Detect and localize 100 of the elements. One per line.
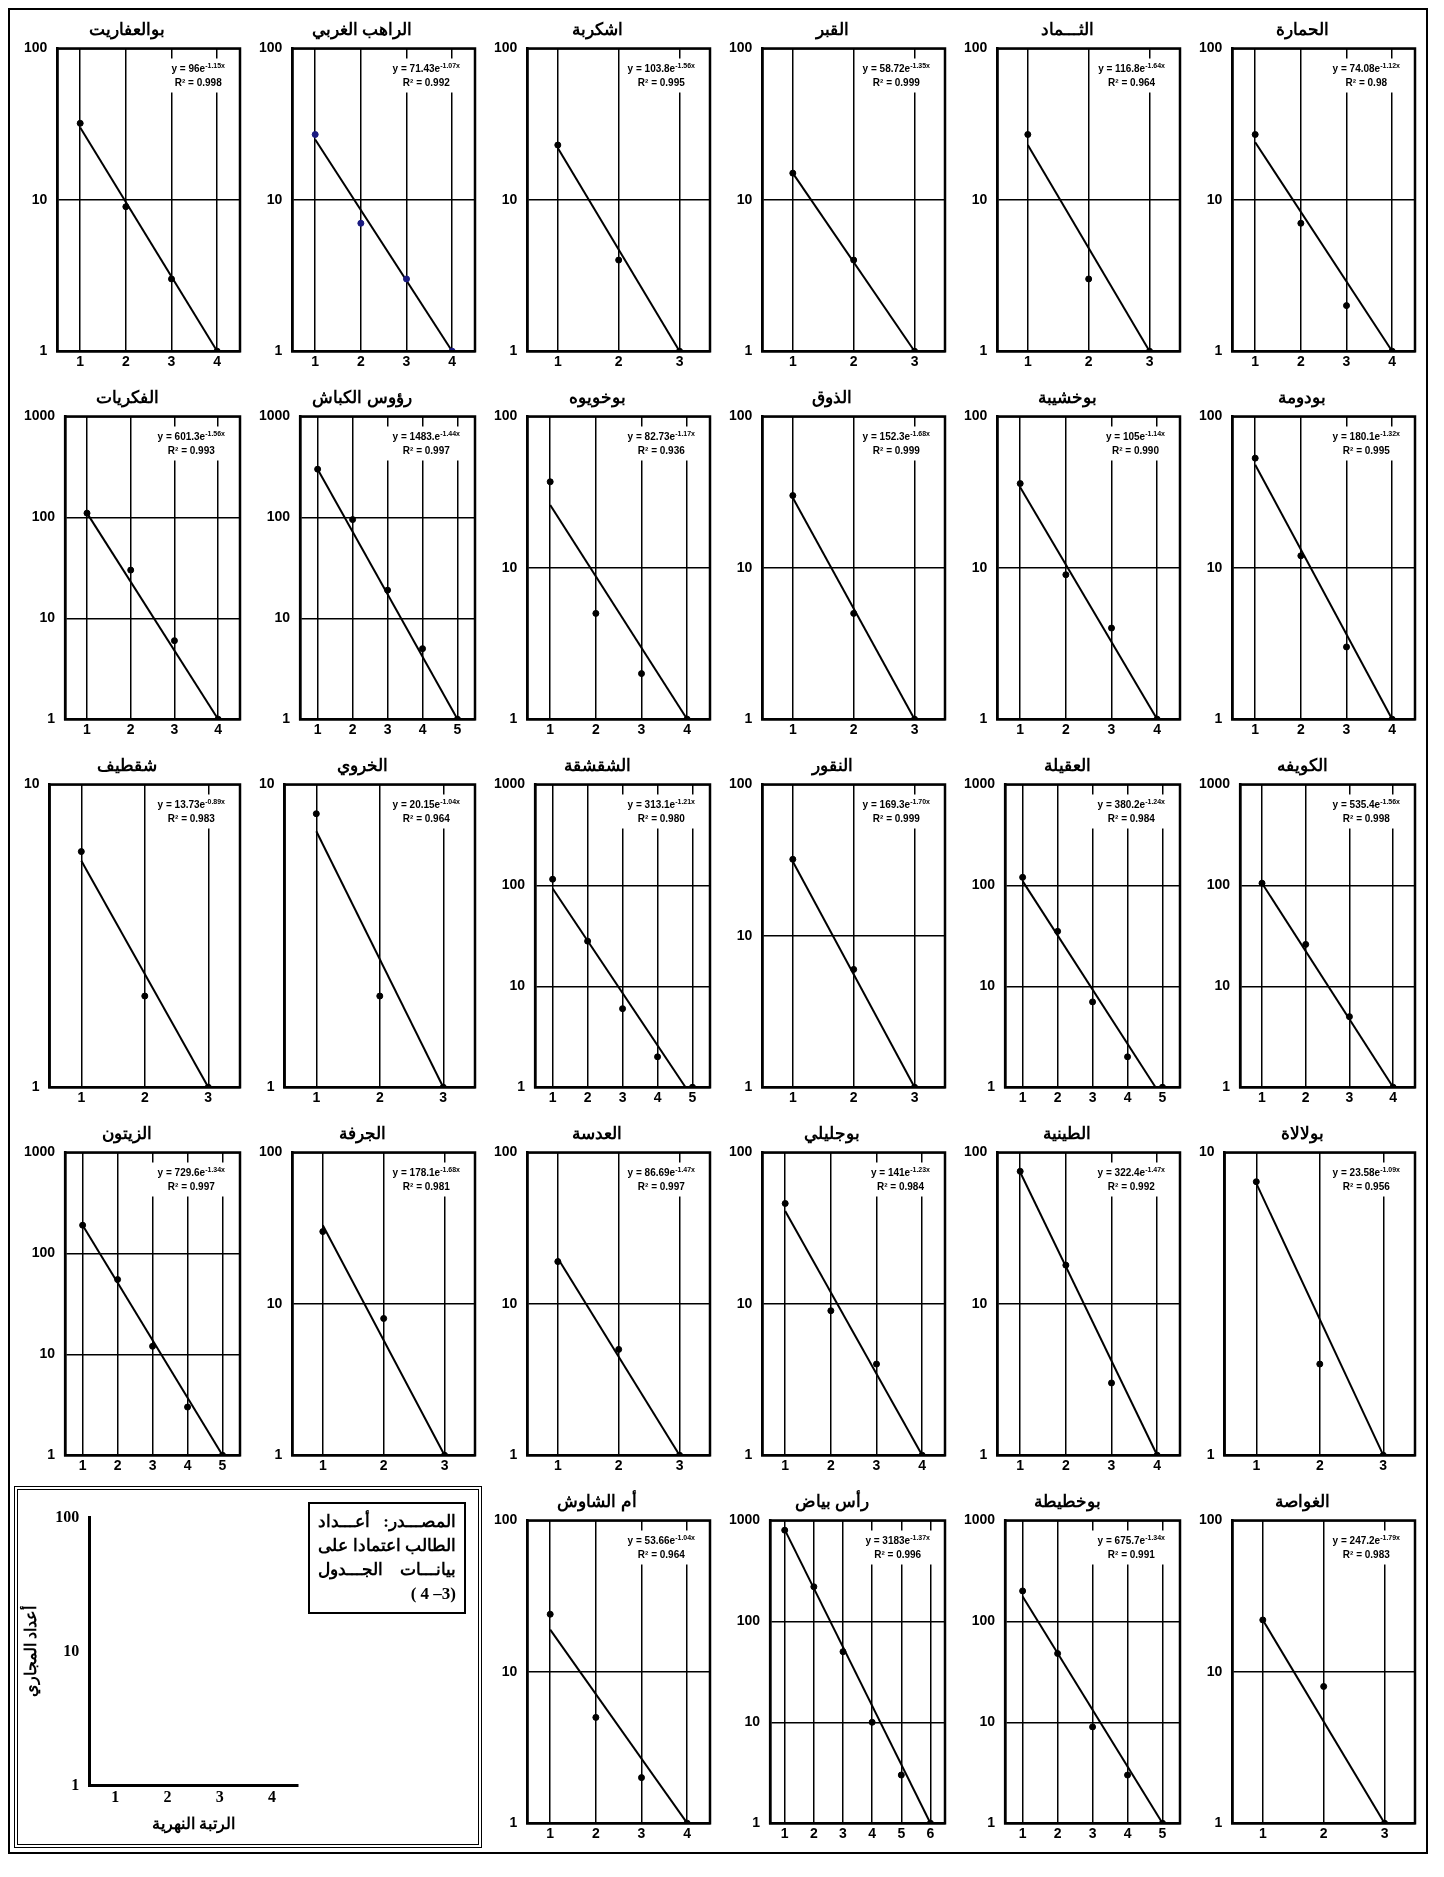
y-tick-label: 10	[979, 977, 996, 994]
y-tick-label: 100	[1206, 876, 1231, 893]
y-tick-label: 10	[736, 926, 753, 943]
chart-title: الذوق	[812, 387, 852, 408]
y-tick-label: 1	[1222, 1078, 1231, 1095]
y-tick-label: 100	[729, 39, 753, 56]
y-tick-label: 10	[274, 609, 291, 626]
annotation: R² = 0.983	[167, 813, 216, 825]
x-tick-label: 1	[548, 1089, 557, 1106]
x-tick-label: 3	[618, 1089, 627, 1106]
x-tick-label: 1	[780, 1825, 789, 1842]
y-tick-label: 10	[501, 190, 518, 207]
x-tick-label: 1	[1016, 721, 1025, 738]
y-tick-label: 10	[509, 977, 526, 994]
x-tick-label: 1	[788, 1089, 797, 1106]
x-tick-label: 1	[546, 1825, 555, 1842]
y-tick-label: 10	[1206, 1662, 1223, 1679]
x-tick-label: 3	[910, 353, 919, 370]
chart-title: أم الشاوش	[557, 1488, 637, 1512]
y-tick-label: 100	[55, 1507, 80, 1525]
x-tick-label: 3	[1379, 1457, 1388, 1474]
x-tick-label: 2	[1061, 1457, 1070, 1474]
x-tick-label: 4	[183, 1457, 192, 1474]
x-tick-label: 3	[1145, 353, 1154, 370]
x-tick-label: 4	[1388, 721, 1397, 738]
x-tick-label: 2	[614, 1457, 623, 1474]
y-tick-label: 1	[744, 342, 753, 359]
y-tick-label: 100	[31, 508, 56, 525]
x-tick-label: 3	[1380, 1825, 1389, 1842]
x-tick-label: 3	[1345, 1089, 1354, 1106]
x-tick-label: 3	[1342, 721, 1351, 738]
annotation: R² = 0.999	[872, 77, 921, 89]
x-tick-label: 2	[591, 721, 600, 738]
x-tick-label: 4	[267, 1788, 276, 1806]
x-tick-label: 3	[402, 353, 411, 370]
x-tick-label: 3	[1107, 721, 1116, 738]
y-tick-label: 10	[736, 190, 753, 207]
y-tick-label: 1	[509, 710, 518, 727]
x-tick-label: 5	[453, 721, 462, 738]
x-tick-label: 2	[1296, 353, 1305, 370]
x-tick-label: 1	[1258, 1825, 1267, 1842]
x-tick-label: 2	[849, 1089, 858, 1106]
y-tick-label: 1	[744, 1446, 753, 1463]
y-tick-label: 1	[71, 1775, 80, 1793]
annotation: R² = 0.998	[1342, 813, 1391, 825]
y-tick-label: 1	[979, 1446, 988, 1463]
y-tick-label: 10	[971, 190, 988, 207]
x-tick-label: 4	[1153, 721, 1162, 738]
x-tick-label: 1	[318, 1457, 327, 1474]
x-tick-label: 3	[839, 1825, 848, 1842]
annotation: R² = 0.984	[1107, 813, 1156, 825]
chart-title: شقطيف	[97, 755, 157, 775]
y-tick-label: 100	[729, 1143, 753, 1160]
chart-title: بوالعفاريت	[89, 19, 165, 40]
x-tick-label: 2	[1319, 1825, 1328, 1842]
annotation: R² = 0.980	[637, 813, 686, 825]
chart-title: الراهب الغربي	[311, 19, 413, 40]
y-tick-label: 10	[1198, 1143, 1215, 1160]
x-tick-label: 1	[553, 1457, 562, 1474]
y-tick-label: 100	[494, 1511, 518, 1528]
x-tick-label: 2	[1296, 721, 1305, 738]
annotation: R² = 0.991	[1107, 1549, 1156, 1561]
x-tick-label: 5	[897, 1825, 906, 1842]
chart-title: الكويفه	[1276, 755, 1328, 776]
y-tick-label: 10	[1206, 190, 1223, 207]
y-tick-label: 100	[1199, 1511, 1223, 1528]
y-tick-label: 100	[964, 1143, 988, 1160]
x-tick-label: 2	[379, 1457, 388, 1474]
y-tick-label: 100	[259, 1143, 283, 1160]
y-tick-label: 10	[39, 1345, 56, 1362]
annotation: R² = 0.981	[402, 1181, 451, 1193]
y-tick-label: 10	[736, 1294, 753, 1311]
y-tick-label: 1	[1214, 710, 1223, 727]
y-tick-label: 100	[24, 39, 48, 56]
y-tick-label: 1	[744, 1078, 753, 1095]
y-tick-label: 1	[752, 1814, 761, 1831]
chart-title: الزيتون	[102, 1123, 152, 1144]
x-tick-label: 3	[675, 353, 684, 370]
y-tick-label: 10	[258, 775, 275, 792]
y-tick-label: 1	[509, 342, 518, 359]
chart-title: الثـــماد	[1040, 19, 1094, 39]
y-tick-label: 10	[971, 558, 988, 575]
x-tick-label: 2	[583, 1089, 592, 1106]
x-tick-label: 3	[170, 721, 179, 738]
x-tick-label: 3	[1107, 1457, 1116, 1474]
chart-title: الغواصة	[1274, 1491, 1330, 1512]
chart-title: القبر	[813, 19, 849, 40]
y-tick-label: 100	[1199, 39, 1223, 56]
x-tick-label: 1	[1258, 1089, 1267, 1106]
y-tick-label: 10	[1206, 558, 1223, 575]
x-tick-label: 3	[1088, 1089, 1097, 1106]
x-tick-label: 3	[148, 1457, 157, 1474]
y-tick-label: 10	[266, 1294, 283, 1311]
x-tick-label: 1	[1023, 353, 1032, 370]
y-tick-label: 1	[979, 710, 988, 727]
y-tick-label: 1	[31, 1078, 40, 1095]
chart-title: الطينية	[1043, 1123, 1091, 1143]
chart-title: الفكريات	[95, 387, 159, 408]
y-tick-label: 100	[736, 1612, 761, 1629]
x-tick-label: 1	[111, 1788, 120, 1806]
